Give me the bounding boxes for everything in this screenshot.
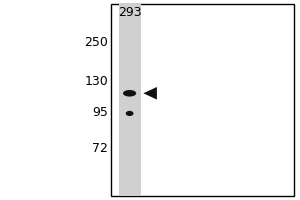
Circle shape <box>126 111 134 116</box>
Text: 250: 250 <box>84 36 108 49</box>
Text: 95: 95 <box>92 106 108 119</box>
Text: 72: 72 <box>92 142 108 155</box>
Polygon shape <box>143 87 157 100</box>
Text: 130: 130 <box>84 75 108 88</box>
Text: 293: 293 <box>118 6 141 19</box>
FancyBboxPatch shape <box>118 4 141 196</box>
FancyBboxPatch shape <box>111 4 294 196</box>
Ellipse shape <box>123 90 136 97</box>
